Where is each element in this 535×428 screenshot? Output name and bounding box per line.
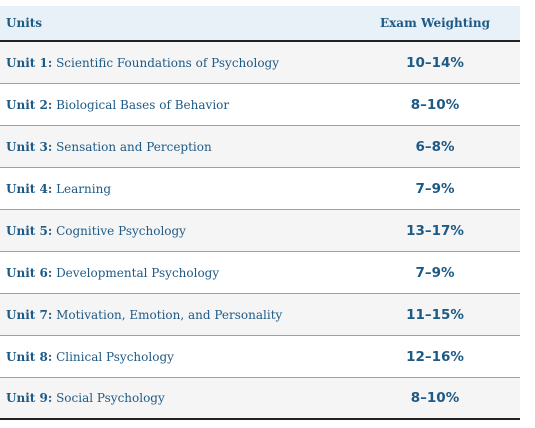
unit-number: Unit 4: bbox=[6, 181, 53, 196]
unit-cell: Unit 2: Biological Bases of Behavior bbox=[0, 98, 350, 112]
exam-weighting-cell: 13–17% bbox=[406, 222, 464, 239]
unit-number: Unit 6: bbox=[6, 265, 53, 280]
unit-title: Biological Bases of Behavior bbox=[52, 97, 230, 112]
unit-number: Unit 3: bbox=[6, 139, 53, 154]
table-row: Unit 6: Developmental Psychology 7–9% bbox=[0, 252, 520, 294]
unit-title: Cognitive Psychology bbox=[52, 223, 186, 238]
unit-cell: Unit 9: Social Psychology bbox=[0, 391, 350, 405]
exam-weighting-cell: 7–9% bbox=[415, 264, 455, 281]
table-row: Unit 4: Learning 7–9% bbox=[0, 168, 520, 210]
exam-weighting-cell: 10–14% bbox=[406, 54, 464, 71]
exam-weighting-cell: 6–8% bbox=[415, 138, 455, 155]
exam-weighting-column-header: Exam Weighting bbox=[380, 16, 490, 30]
unit-title: Sensation and Perception bbox=[52, 139, 212, 154]
unit-title: Learning bbox=[52, 181, 112, 196]
table-header: Units Exam Weighting bbox=[0, 6, 520, 42]
units-column-header: Units bbox=[6, 16, 43, 30]
unit-title: Motivation, Emotion, and Personality bbox=[52, 307, 283, 322]
table-row: Unit 9: Social Psychology 8–10% bbox=[0, 378, 520, 420]
exam-weighting-cell: 12–16% bbox=[406, 348, 464, 365]
exam-weighting-cell: 11–15% bbox=[406, 306, 464, 323]
unit-cell: Unit 7: Motivation, Emotion, and Persona… bbox=[0, 308, 350, 322]
unit-title: Scientific Foundations of Psychology bbox=[52, 55, 280, 70]
exam-weighting-cell: 8–10% bbox=[410, 96, 460, 113]
unit-cell: Unit 5: Cognitive Psychology bbox=[0, 224, 350, 238]
unit-title: Clinical Psychology bbox=[52, 349, 174, 364]
table-row: Unit 5: Cognitive Psychology 13–17% bbox=[0, 210, 520, 252]
unit-number: Unit 7: bbox=[6, 307, 53, 322]
unit-cell: Unit 6: Developmental Psychology bbox=[0, 266, 350, 280]
units-table: Units Exam Weighting Unit 1: Scientific … bbox=[0, 6, 520, 420]
unit-number: Unit 1: bbox=[6, 55, 53, 70]
unit-title: Developmental Psychology bbox=[52, 265, 220, 280]
exam-weighting-cell: 7–9% bbox=[415, 180, 455, 197]
unit-title: Social Psychology bbox=[52, 391, 165, 405]
exam-weighting-cell: 8–10% bbox=[410, 390, 460, 406]
table-row: Unit 2: Biological Bases of Behavior 8–1… bbox=[0, 84, 520, 126]
unit-number: Unit 5: bbox=[6, 223, 53, 238]
unit-number: Unit 8: bbox=[6, 349, 53, 364]
unit-number: Unit 2: bbox=[6, 97, 53, 112]
table-row: Unit 7: Motivation, Emotion, and Persona… bbox=[0, 294, 520, 336]
unit-cell: Unit 1: Scientific Foundations of Psycho… bbox=[0, 56, 350, 70]
unit-cell: Unit 3: Sensation and Perception bbox=[0, 140, 350, 154]
table-row: Unit 1: Scientific Foundations of Psycho… bbox=[0, 42, 520, 84]
table-row: Unit 3: Sensation and Perception 6–8% bbox=[0, 126, 520, 168]
unit-cell: Unit 8: Clinical Psychology bbox=[0, 350, 350, 364]
unit-cell: Unit 4: Learning bbox=[0, 182, 350, 196]
table-body: Unit 1: Scientific Foundations of Psycho… bbox=[0, 42, 520, 420]
table-row: Unit 8: Clinical Psychology 12–16% bbox=[0, 336, 520, 378]
unit-number: Unit 9: bbox=[6, 391, 53, 405]
